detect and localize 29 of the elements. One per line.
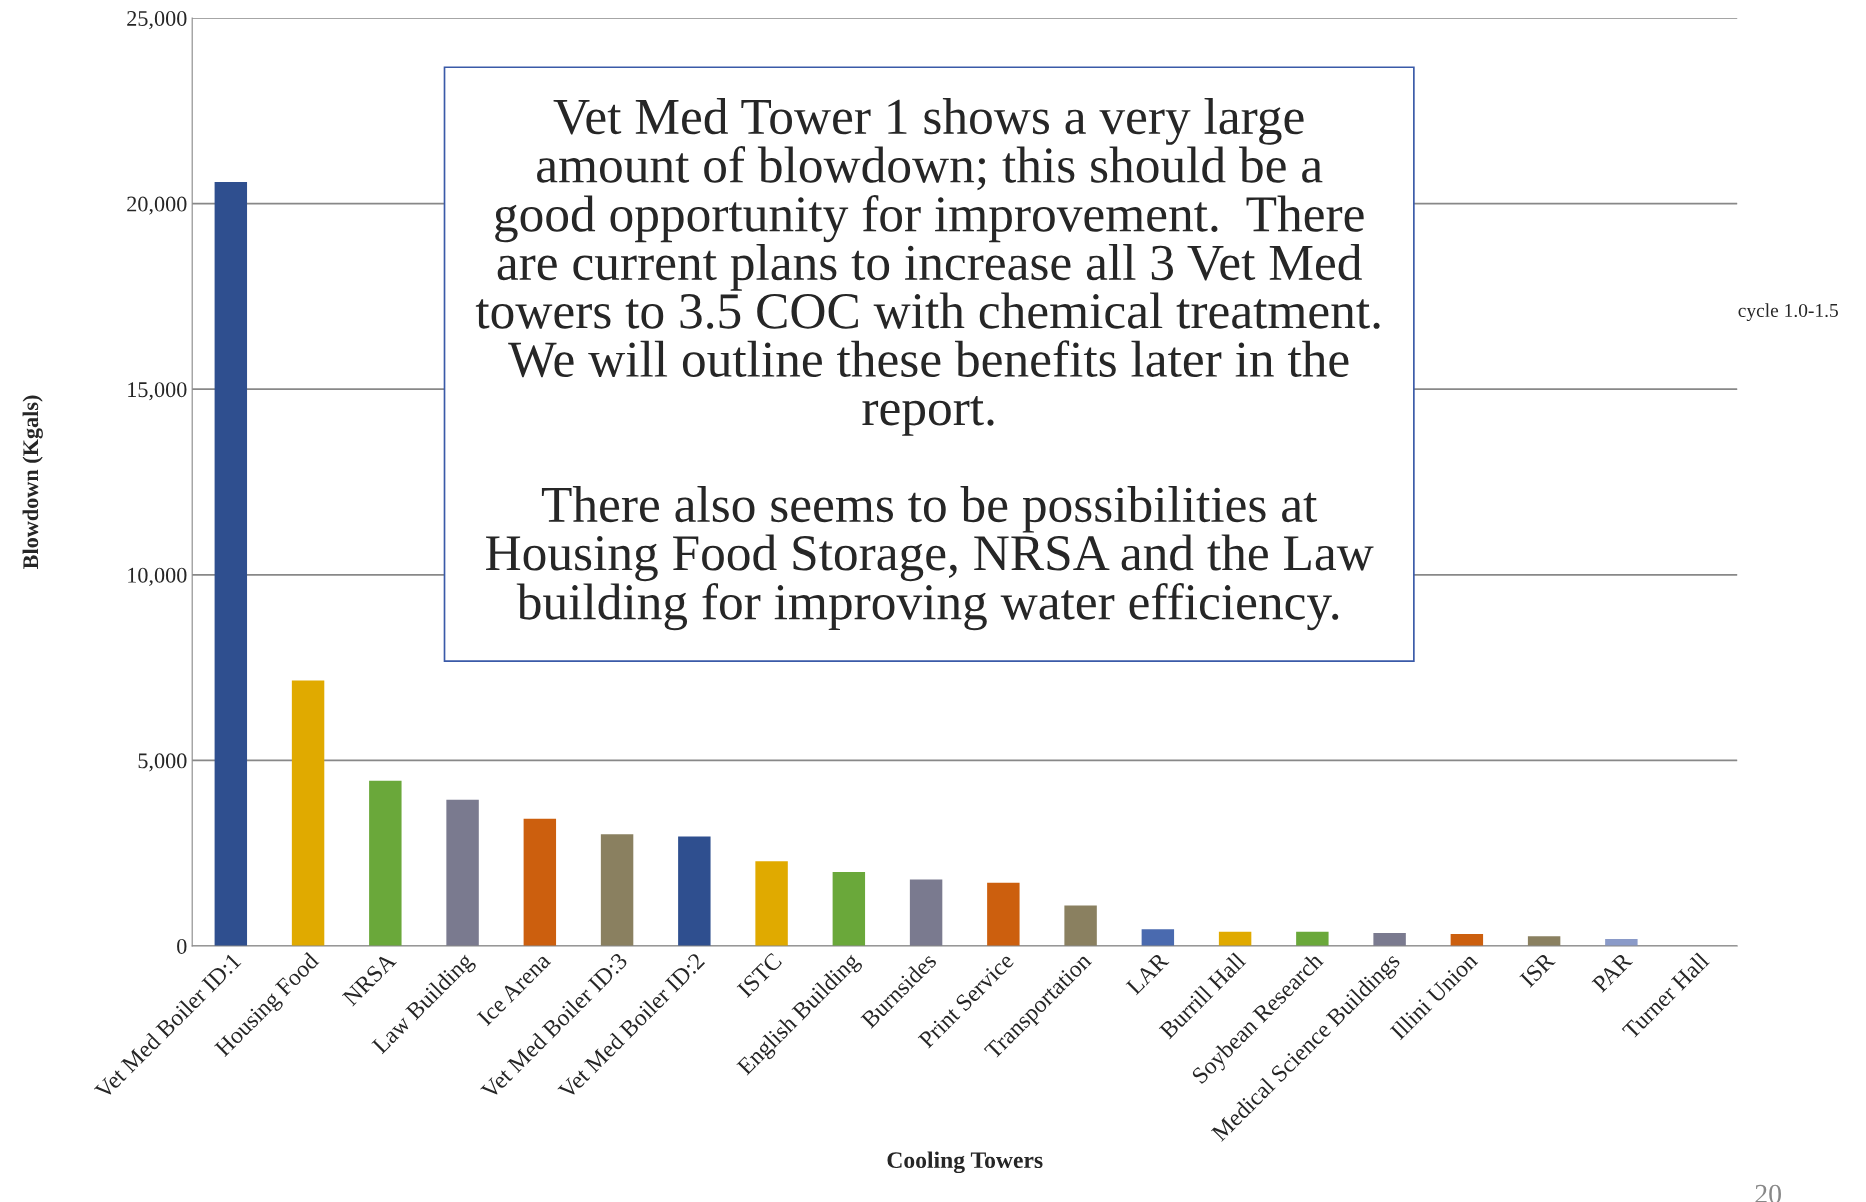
- y-tick-label: 5,000: [138, 753, 187, 772]
- x-axis-title: Cooling Towers: [887, 1151, 1043, 1174]
- bar: [446, 799, 479, 946]
- y-tick-label: 10,000: [128, 567, 187, 586]
- bar: [1141, 929, 1175, 946]
- x-tick-label: ISR: [1519, 951, 1556, 988]
- bar: [909, 879, 943, 946]
- text: cycle 1.0-1.5: [1738, 303, 1838, 322]
- bar: [832, 872, 866, 946]
- bar: [1218, 931, 1252, 946]
- bar: [987, 882, 1020, 946]
- bar: [523, 818, 557, 946]
- bar: [1296, 931, 1329, 946]
- y-axis-title: Blowdown (Kgals): [22, 395, 43, 569]
- y-tick-label: 25,000: [127, 10, 187, 30]
- text: Vet Med Tower 1 shows a very large amount of blowdown; this should be a good opportunity for improvement. There are current plans to increase all 3 Vet Med towers to 3.5 COC with chemical treatment. We will outline these benefits later in the report. There also seems to be possibilities at Housing Food Storage, NRSA and the Law building for improving water efficiency.: [475, 98, 1380, 631]
- bar: [600, 834, 634, 946]
- y-tick-label: 20,000: [127, 196, 187, 215]
- bar: [1527, 936, 1561, 946]
- bar: [1064, 905, 1097, 946]
- bar: [755, 861, 788, 946]
- bar: [214, 182, 248, 946]
- y-tick-label: 15,000: [128, 382, 187, 401]
- y-tick-label: 0: [177, 938, 187, 954]
- bar: [678, 836, 711, 946]
- bar: [369, 780, 402, 946]
- bar: [291, 680, 325, 946]
- bar: [1373, 932, 1406, 946]
- bar: [1450, 934, 1484, 946]
